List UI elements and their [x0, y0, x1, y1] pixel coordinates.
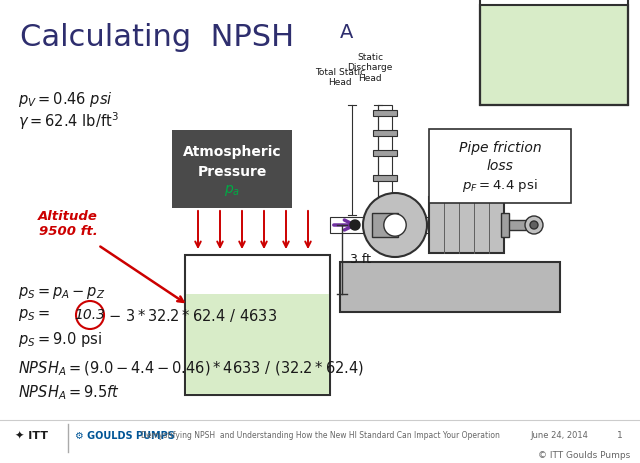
Text: ⚙ GOULDS PUMPS: ⚙ GOULDS PUMPS	[75, 431, 175, 441]
Bar	[373, 110, 397, 116]
Text: Pipe friction: Pipe friction	[459, 141, 541, 155]
Bar	[373, 150, 397, 156]
Text: Pressure: Pressure	[197, 165, 267, 179]
FancyBboxPatch shape	[429, 129, 571, 203]
Text: $\gamma = 62.4\ \mathrm{lb/ft^3}$: $\gamma = 62.4\ \mathrm{lb/ft^3}$	[18, 110, 119, 131]
Bar	[504, 220, 526, 230]
Text: $-\ 3*32.2*62.4\ /\ 4633$: $-\ 3*32.2*62.4\ /\ 4633$	[108, 307, 277, 324]
Text: $p_S = $: $p_S = $	[18, 307, 50, 323]
Circle shape	[530, 221, 538, 229]
Bar	[373, 175, 397, 181]
Circle shape	[363, 193, 427, 257]
Bar	[501, 213, 509, 237]
Text: Atmospheric: Atmospheric	[182, 145, 282, 159]
Circle shape	[350, 220, 360, 230]
Text: Total Static
Head: Total Static Head	[315, 68, 365, 88]
Text: June 24, 2014: June 24, 2014	[530, 432, 588, 440]
Bar	[480, 5, 628, 105]
Text: Demystifying NPSH  and Understanding How the New HI Standard Can Impact Your Ope: Demystifying NPSH and Understanding How …	[141, 432, 499, 440]
Text: Altitude
9500 ft.: Altitude 9500 ft.	[38, 210, 98, 238]
Bar	[373, 130, 397, 136]
Bar	[429, 197, 504, 253]
Text: $p_S = p_A - p_Z$: $p_S = p_A - p_Z$	[18, 285, 106, 301]
Bar	[330, 217, 505, 233]
Bar	[185, 255, 330, 395]
Text: 1: 1	[617, 432, 623, 440]
Bar	[186, 294, 329, 394]
Text: loss: loss	[486, 159, 513, 173]
Text: $p_S = 9.0\ \mathrm{psi}$: $p_S = 9.0\ \mathrm{psi}$	[18, 330, 102, 349]
Text: Static
Discharge
Head: Static Discharge Head	[348, 53, 393, 83]
Bar	[172, 130, 292, 208]
Circle shape	[525, 216, 543, 234]
Text: $p_V = 0.46$ psi: $p_V = 0.46$ psi	[18, 90, 113, 109]
Text: $NPSH_A = 9.5ft$: $NPSH_A = 9.5ft$	[18, 383, 120, 402]
Bar	[340, 262, 560, 312]
Bar	[378, 105, 392, 217]
Text: $NPSH_A = (9.0 - 4.4 - 0.46)*4633\ /\ (32.2*62.4)$: $NPSH_A = (9.0 - 4.4 - 0.46)*4633\ /\ (3…	[18, 360, 364, 378]
Text: 3 ft: 3 ft	[350, 253, 371, 266]
Circle shape	[384, 214, 406, 236]
Text: A: A	[340, 23, 353, 42]
Text: $p_F = 4.4\ \mathrm{psi}$: $p_F = 4.4\ \mathrm{psi}$	[462, 177, 538, 194]
Text: $p_a$: $p_a$	[224, 182, 240, 198]
Text: Calculating  NPSH: Calculating NPSH	[20, 24, 294, 52]
Bar	[372, 213, 398, 237]
Text: 10.3: 10.3	[74, 308, 106, 322]
Text: ✦ ITT: ✦ ITT	[15, 431, 48, 441]
Text: © ITT Goulds Pumps: © ITT Goulds Pumps	[538, 450, 630, 459]
